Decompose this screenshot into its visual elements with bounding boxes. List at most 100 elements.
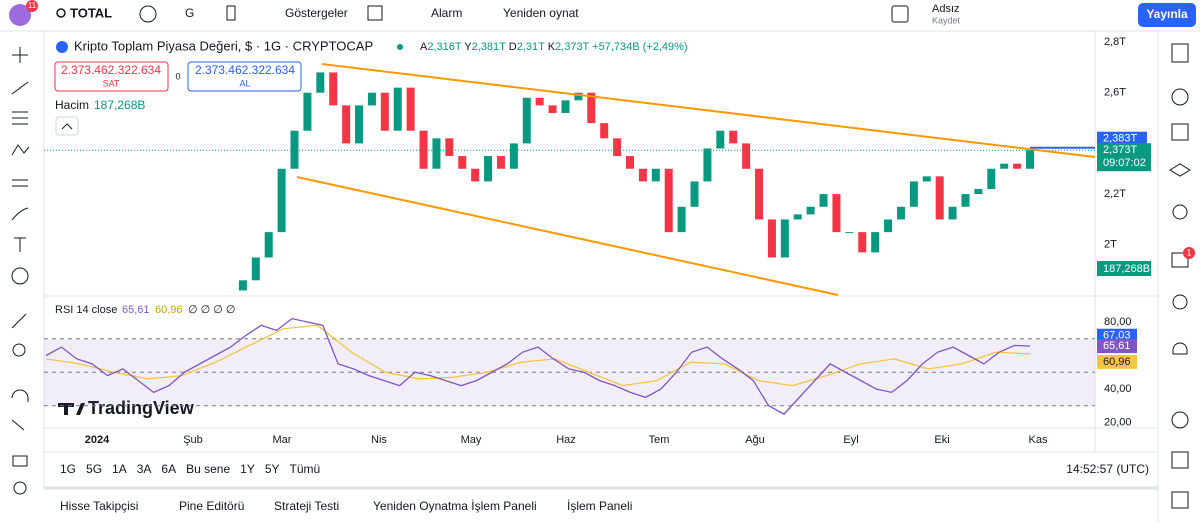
candle (871, 232, 880, 253)
candle (342, 105, 351, 144)
status-dot (397, 44, 403, 50)
right-tools[interactable] (1169, 43, 1191, 509)
buy-button[interactable] (187, 61, 302, 92)
candle (535, 97, 544, 106)
candle (393, 87, 402, 131)
candle (509, 143, 518, 169)
candle (858, 232, 867, 253)
range-button[interactable]: 1A (112, 462, 127, 476)
indicators[interactable]: Göstergeler (285, 6, 348, 20)
publish-button[interactable] (1138, 3, 1196, 27)
candle (626, 156, 634, 169)
candle (406, 87, 415, 131)
rsi-label: RSI 14 close (55, 304, 117, 316)
x-tick-label: Nis (371, 434, 387, 446)
rsi-value: 65,61 (122, 304, 150, 316)
ohlc-value: 2,31T (517, 41, 545, 53)
candle (780, 219, 789, 258)
layout-icon[interactable] (891, 5, 909, 23)
candle (471, 168, 480, 182)
x-tick-label: Eki (934, 434, 949, 446)
sell-label: SAT (103, 78, 120, 88)
candle (948, 206, 957, 220)
trend-line[interactable] (296, 63, 1096, 296)
bottom-tab[interactable]: Strateji Testi (274, 499, 339, 513)
x-tick-label: Eyl (843, 434, 858, 446)
search-icon (56, 8, 66, 18)
range-button[interactable]: 1Y (240, 462, 255, 476)
rsi-tick-label: 80,00 (1104, 316, 1132, 328)
candle (638, 168, 647, 182)
candle (961, 194, 970, 207)
ohlc-label: D (509, 41, 517, 53)
add-icon[interactable] (139, 5, 157, 23)
range-button[interactable]: 5Y (265, 462, 280, 476)
candle (664, 168, 673, 233)
candle (277, 168, 286, 233)
bottom-tab[interactable]: Yeniden Oynatma İşlem Paneli (373, 499, 537, 513)
price-label: 2,373T (1103, 144, 1138, 156)
clock: 14:52:57 (UTC) (1066, 462, 1149, 476)
candle (793, 214, 802, 220)
x-tick-label: Tem (649, 434, 670, 446)
watermark-logo (58, 403, 85, 415)
candle (703, 148, 712, 182)
rsi-badge-label: 67,03 (1103, 330, 1131, 342)
candle (909, 181, 918, 207)
candle (987, 168, 996, 190)
collapse-button[interactable] (55, 116, 79, 136)
templates-icon[interactable] (367, 5, 383, 21)
avatar[interactable] (9, 4, 31, 26)
candle (522, 97, 531, 144)
candle (251, 257, 260, 281)
sell-button[interactable] (54, 61, 169, 92)
candle (1026, 150, 1034, 169)
candle (896, 206, 905, 220)
x-tick-label: Mar (273, 434, 292, 446)
bottom-tab[interactable]: Hisse Takipçisi (60, 499, 138, 513)
notification-badge (1183, 247, 1195, 259)
candle (303, 92, 312, 131)
candle (587, 92, 596, 124)
candle (613, 138, 622, 157)
layout-name[interactable]: Adsız (932, 3, 960, 15)
x-tick-label: Kas (1029, 434, 1048, 446)
interval[interactable]: G (185, 6, 194, 20)
left-tools[interactable] (11, 47, 30, 495)
alarm[interactable]: Alarm (431, 6, 462, 20)
ohlc: A2,316T Y2,381T D2,31T K2,373T +57,734B … (420, 41, 688, 53)
candle-icon[interactable] (226, 5, 236, 21)
rsi-extra: ∅ ∅ ∅ ∅ (188, 304, 236, 316)
bottom-tab[interactable]: Pine Editörü (179, 499, 244, 513)
candle (316, 72, 325, 93)
range-button[interactable]: Tümü (290, 462, 321, 476)
rsi-tick-label: 40,00 (1104, 383, 1132, 395)
candle (496, 156, 505, 169)
candle (1000, 163, 1009, 169)
buy-label: AL (239, 78, 250, 88)
symbol[interactable]: TOTAL (70, 5, 112, 20)
range-button[interactable]: Bu sene (186, 462, 230, 476)
volume-badge-label: 187,268B (1103, 263, 1150, 275)
candle (548, 105, 557, 113)
x-tick-label: Haz (556, 434, 576, 446)
candle (742, 143, 751, 169)
rsi-badge (1097, 354, 1137, 369)
range-button[interactable]: 3A (137, 462, 152, 476)
range-button[interactable]: 1G (60, 462, 76, 476)
range-button[interactable]: 6A (161, 462, 176, 476)
candle (574, 92, 583, 101)
candle (380, 92, 389, 131)
replay[interactable]: Yeniden oynat (503, 6, 579, 20)
layout-state: Kaydet (932, 15, 961, 25)
candle (484, 156, 493, 182)
candle (767, 219, 776, 258)
range-button[interactable]: 5G (86, 462, 102, 476)
bottom-tab[interactable]: İşlem Paneli (567, 499, 632, 513)
candle (329, 72, 338, 106)
buy-price: 2.373.462.322.634 (195, 63, 295, 77)
candle (238, 280, 247, 291)
candles (238, 72, 1034, 291)
x-tick-label: Şub (183, 434, 203, 446)
